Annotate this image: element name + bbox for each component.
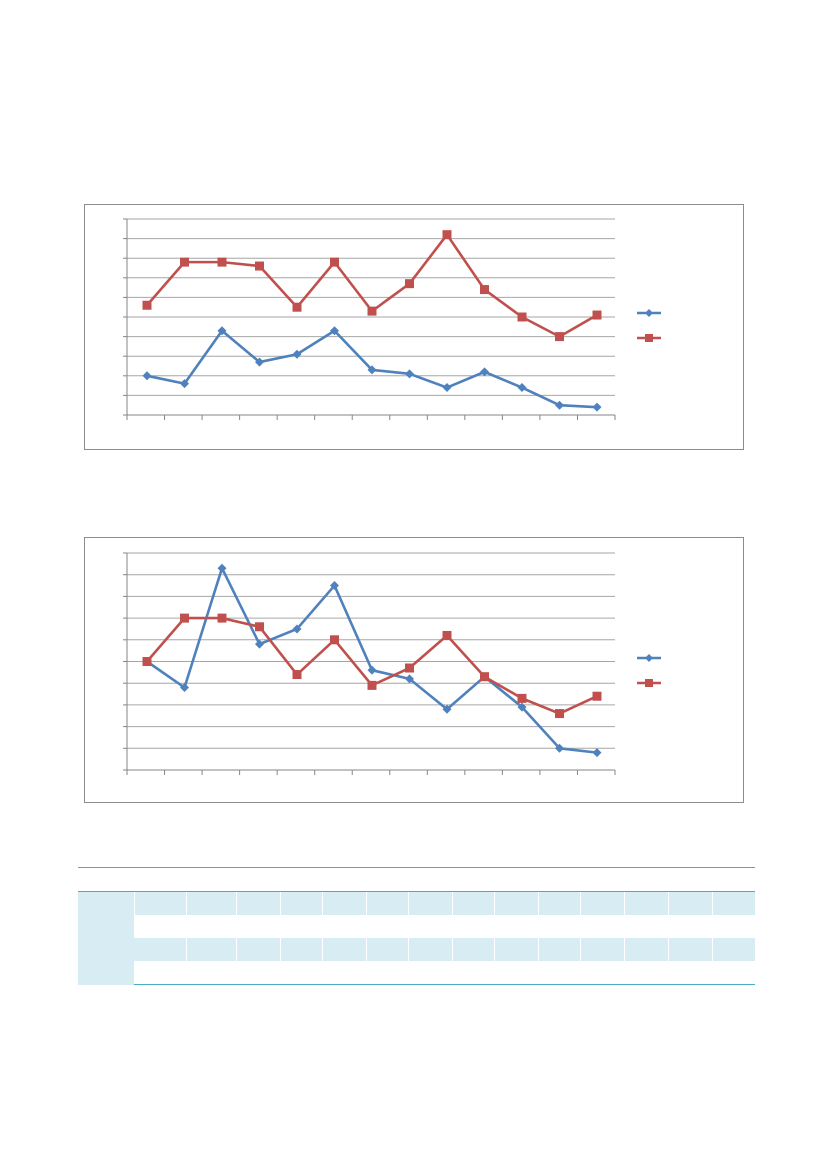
series-1-point [367, 365, 377, 375]
series-1-point [330, 581, 339, 591]
series-2-point [405, 279, 414, 289]
series-1-point [217, 563, 227, 573]
series-1-point [367, 665, 377, 675]
table-row [78, 915, 755, 985]
data-table [78, 867, 755, 985]
series-1-point [405, 674, 414, 684]
table-row-group-label [78, 915, 134, 985]
series-1-line [146, 566, 598, 754]
series-2-point [255, 622, 264, 632]
legend-marker-1 [645, 309, 653, 317]
series-2-point [367, 680, 377, 690]
series-1-point [480, 367, 489, 377]
series-2-line [146, 233, 598, 338]
series-1-point [442, 704, 452, 714]
series-2-point [292, 302, 302, 312]
chart-1-frame [84, 204, 744, 450]
series-1-point [592, 748, 602, 758]
series-1-point [292, 349, 302, 359]
legend-marker-2 [645, 334, 653, 342]
series-2-point [517, 312, 527, 322]
series-2-point [442, 230, 452, 240]
series-1-point [517, 702, 527, 712]
series-1-point [180, 379, 189, 389]
series-1-point [142, 371, 152, 381]
legend-marker-1 [645, 654, 653, 662]
legend-marker-2 [645, 679, 653, 687]
series-1-point [555, 743, 564, 753]
series-2-point [255, 261, 264, 271]
chart-2 [123, 552, 661, 775]
series-1-point [517, 383, 527, 393]
series-2-point [330, 257, 339, 267]
chart-2-frame [84, 537, 744, 803]
series-2-point [217, 613, 227, 623]
series-2-point [517, 693, 527, 703]
table-row [78, 891, 755, 915]
table-row [78, 938, 755, 961]
chart-1 [123, 218, 661, 420]
series-1-point [180, 683, 189, 693]
series-2-point [180, 257, 189, 267]
series-2-point [592, 691, 602, 701]
series-2-point [142, 657, 152, 666]
series-2-point [555, 332, 564, 342]
series-2-point [330, 635, 339, 645]
series-2-point [142, 300, 152, 310]
series-2-point [480, 672, 489, 682]
series-2-point [367, 306, 377, 316]
series-2-point [180, 613, 189, 623]
series-1-point [405, 369, 414, 379]
series-2-point [555, 709, 564, 719]
table-row [78, 961, 755, 985]
series-1-point [255, 357, 264, 367]
series-1-point [442, 383, 452, 393]
series-1-point [555, 400, 564, 410]
series-1-point [217, 326, 227, 336]
series-2-point [442, 630, 452, 640]
series-1-point [592, 402, 602, 412]
series-1-point [292, 624, 302, 634]
series-2-point [292, 670, 302, 680]
series-1-point [330, 326, 339, 336]
series-1-point [255, 639, 264, 649]
series-2-point [592, 310, 602, 320]
series-2-point [480, 285, 489, 295]
series-2-point [217, 257, 227, 267]
table-header-row [78, 867, 755, 892]
series-2-point [405, 663, 414, 673]
